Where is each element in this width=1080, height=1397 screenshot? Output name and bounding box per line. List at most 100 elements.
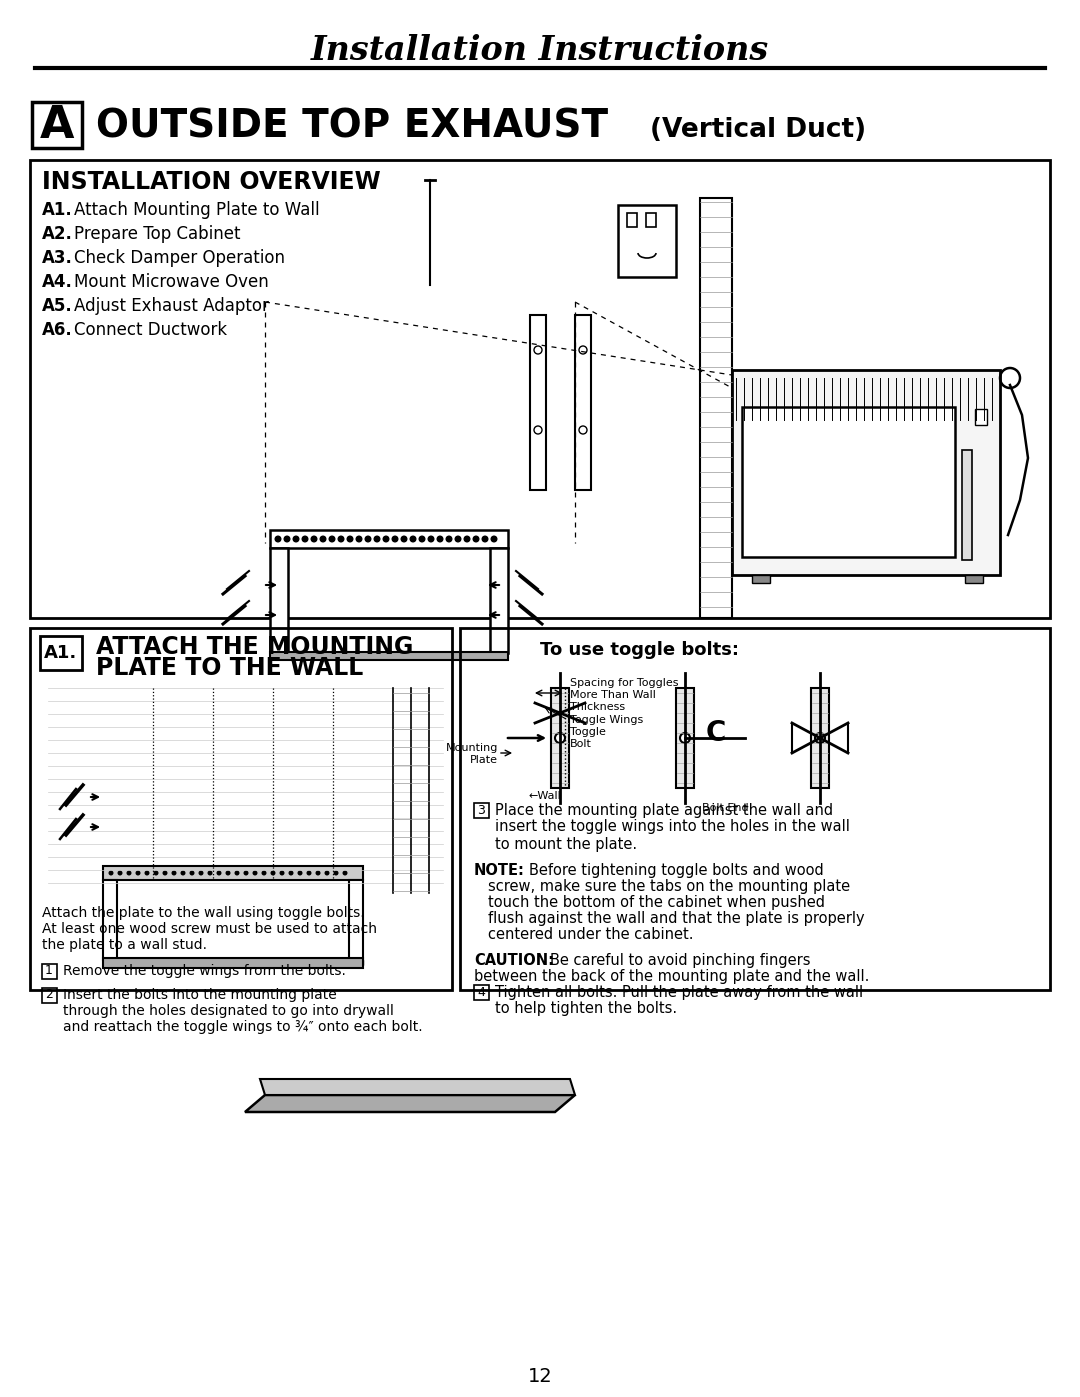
Bar: [732, 370, 1000, 576]
Text: ←Wall: ←Wall: [528, 791, 562, 800]
Circle shape: [534, 426, 542, 434]
Text: Spacing for Toggles: Spacing for Toggles: [570, 678, 678, 687]
Circle shape: [334, 870, 338, 876]
Text: Mount Microwave Oven: Mount Microwave Oven: [75, 272, 269, 291]
Text: 2: 2: [45, 989, 53, 1002]
Circle shape: [455, 536, 461, 542]
Bar: [42, 988, 57, 1003]
Text: through the holes designated to go into drywall: through the holes designated to go into …: [63, 1004, 394, 1018]
Text: 1: 1: [45, 964, 53, 978]
Circle shape: [311, 536, 316, 542]
Text: (Vertical Duct): (Vertical Duct): [650, 117, 866, 142]
Text: the plate to a wall stud.: the plate to a wall stud.: [42, 937, 207, 951]
Circle shape: [172, 870, 176, 876]
Text: to mount the plate.: to mount the plate.: [495, 837, 637, 852]
Text: insert the toggle wings into the holes in the wall: insert the toggle wings into the holes i…: [495, 820, 850, 834]
Circle shape: [329, 536, 335, 542]
Circle shape: [284, 536, 289, 542]
Circle shape: [234, 870, 240, 876]
Circle shape: [315, 870, 321, 876]
Bar: [811, 687, 829, 788]
Circle shape: [126, 870, 132, 876]
Circle shape: [145, 870, 149, 876]
Polygon shape: [260, 1078, 575, 1095]
Polygon shape: [245, 1095, 575, 1112]
Circle shape: [207, 870, 213, 876]
Circle shape: [482, 536, 488, 542]
Text: Attach Mounting Plate to Wall: Attach Mounting Plate to Wall: [75, 201, 320, 219]
Circle shape: [338, 536, 343, 542]
Text: screw, make sure the tabs on the mounting plate: screw, make sure the tabs on the mountin…: [488, 879, 850, 894]
Bar: [742, 407, 955, 557]
Text: Mounting: Mounting: [446, 743, 498, 753]
Circle shape: [180, 870, 186, 876]
Bar: [962, 450, 972, 560]
Circle shape: [288, 870, 294, 876]
Bar: [103, 880, 117, 960]
Text: A1.: A1.: [42, 201, 72, 219]
Bar: [32, 102, 82, 148]
Bar: [103, 958, 363, 968]
Bar: [270, 652, 508, 659]
Bar: [349, 880, 363, 960]
Text: A4.: A4.: [42, 272, 72, 291]
Circle shape: [428, 536, 434, 542]
Bar: [270, 548, 288, 652]
Circle shape: [473, 536, 478, 542]
Circle shape: [108, 870, 113, 876]
Text: touch the bottom of the cabinet when pushed: touch the bottom of the cabinet when pus…: [488, 895, 825, 909]
Circle shape: [135, 870, 140, 876]
Circle shape: [216, 870, 221, 876]
Circle shape: [491, 536, 497, 542]
Bar: [343, 960, 363, 965]
Text: A5.: A5.: [42, 298, 72, 314]
Bar: [30, 161, 1050, 617]
Text: Place the mounting plate against the wall and: Place the mounting plate against the wal…: [495, 802, 833, 817]
Text: Toggle: Toggle: [570, 726, 606, 738]
Circle shape: [302, 536, 308, 542]
Circle shape: [555, 733, 565, 743]
Circle shape: [243, 870, 248, 876]
Text: ATTACH THE MOUNTING: ATTACH THE MOUNTING: [96, 636, 414, 659]
Circle shape: [275, 536, 281, 542]
Circle shape: [226, 870, 230, 876]
Text: A: A: [40, 103, 75, 147]
Circle shape: [189, 870, 194, 876]
Text: NOTE:: NOTE:: [474, 863, 525, 877]
Text: Installation Instructions: Installation Instructions: [311, 34, 769, 67]
Circle shape: [153, 870, 159, 876]
Circle shape: [280, 870, 284, 876]
Text: Toggle Wings: Toggle Wings: [570, 715, 644, 725]
Circle shape: [293, 536, 299, 542]
Circle shape: [356, 536, 362, 542]
Circle shape: [401, 536, 407, 542]
Text: Thickness: Thickness: [570, 703, 625, 712]
Text: Insert the bolts into the mounting plate: Insert the bolts into the mounting plate: [63, 988, 337, 1002]
Bar: [103, 960, 123, 965]
Circle shape: [579, 426, 588, 434]
Text: Tighten all bolts. Pull the plate away from the wall: Tighten all bolts. Pull the plate away f…: [495, 985, 863, 999]
Circle shape: [392, 536, 397, 542]
Text: More Than Wall: More Than Wall: [570, 690, 656, 700]
Circle shape: [320, 536, 326, 542]
Text: to help tighten the bolts.: to help tighten the bolts.: [495, 1002, 677, 1017]
Circle shape: [374, 536, 380, 542]
Circle shape: [365, 536, 370, 542]
Bar: [700, 198, 732, 617]
Bar: [575, 314, 591, 490]
Bar: [966, 576, 983, 583]
Text: Be careful to avoid pinching fingers: Be careful to avoid pinching fingers: [550, 953, 810, 968]
Text: centered under the cabinet.: centered under the cabinet.: [488, 928, 693, 942]
Circle shape: [347, 536, 353, 542]
Bar: [752, 576, 770, 583]
Circle shape: [297, 870, 302, 876]
Text: and reattach the toggle wings to ¾″ onto each bolt.: and reattach the toggle wings to ¾″ onto…: [63, 1020, 422, 1034]
Text: INSTALLATION OVERVIEW: INSTALLATION OVERVIEW: [42, 170, 380, 194]
Text: At least one wood screw must be used to attach: At least one wood screw must be used to …: [42, 922, 377, 936]
Bar: [627, 212, 637, 226]
Text: Adjust Exhaust Adaptor: Adjust Exhaust Adaptor: [75, 298, 269, 314]
Bar: [42, 964, 57, 979]
Text: A3.: A3.: [42, 249, 72, 267]
Bar: [646, 212, 656, 226]
Text: Plate: Plate: [470, 754, 498, 766]
